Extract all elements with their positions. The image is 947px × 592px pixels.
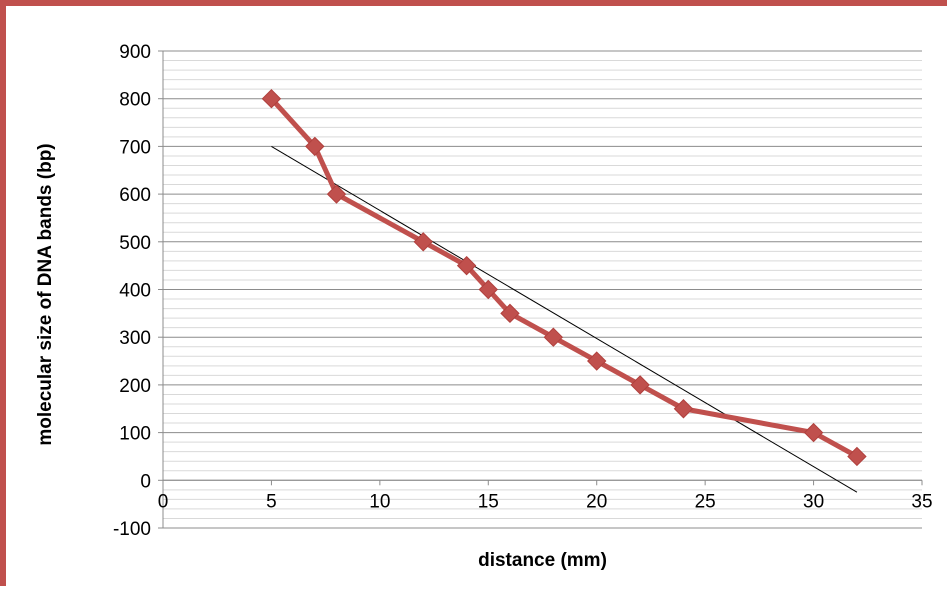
data-point-marker: [847, 446, 867, 467]
x-tick-label: 10: [369, 491, 390, 512]
x-tick-label: 30: [803, 491, 824, 512]
y-tick-label: 200: [119, 376, 151, 397]
x-tick-label: 15: [478, 491, 499, 512]
y-tick-label: 800: [119, 90, 151, 111]
grid-layer: [163, 50, 922, 529]
y-axis-title: molecular size of DNA bands (bp): [35, 143, 56, 445]
y-tick-label: 0: [140, 471, 151, 492]
y-tick-label: 600: [119, 185, 151, 206]
data-point-marker: [413, 232, 433, 252]
linear-trendline: [271, 145, 858, 493]
y-tick-label: 300: [119, 328, 151, 349]
chart-svg: -100 0 100 200 300 400 500 600 700 800 900 0 5 10 15 20…: [35, 42, 933, 571]
x-axis-title: distance (mm): [478, 550, 607, 571]
data-point-marker: [673, 399, 694, 419]
x-tick-label: 35: [911, 491, 932, 512]
data-point-marker: [305, 136, 325, 157]
y-tick-label: 700: [119, 137, 151, 158]
y-tick-label: 400: [119, 281, 151, 302]
data-point-marker: [500, 303, 520, 324]
x-tick-label: 20: [586, 491, 607, 512]
x-tick-label: 5: [266, 491, 277, 512]
data-point-marker: [326, 184, 347, 204]
y-tick-label: 500: [119, 233, 151, 254]
data-point-marker: [261, 88, 282, 109]
y-tick-label: 100: [119, 424, 151, 445]
data-point-marker: [478, 279, 498, 300]
axis-layer: [158, 50, 923, 529]
series-line: [268, 96, 860, 459]
x-tick-label: 0: [158, 491, 169, 512]
data-point-marker: [630, 375, 650, 395]
y-tick-label: 900: [119, 42, 151, 63]
trendline-layer: [271, 145, 858, 493]
data-point-marker: [543, 327, 564, 347]
data-point-marker: [456, 255, 477, 276]
data-point-marker: [587, 351, 607, 371]
tick-label-layer: -100 0 100 200 300 400 500 600 700 800 900 0 5 10 15 20…: [113, 42, 933, 540]
y-tick-label: -100: [113, 519, 151, 540]
series-layer: [261, 88, 867, 467]
data-point-marker: [803, 422, 824, 443]
x-tick-label: 25: [695, 491, 716, 512]
